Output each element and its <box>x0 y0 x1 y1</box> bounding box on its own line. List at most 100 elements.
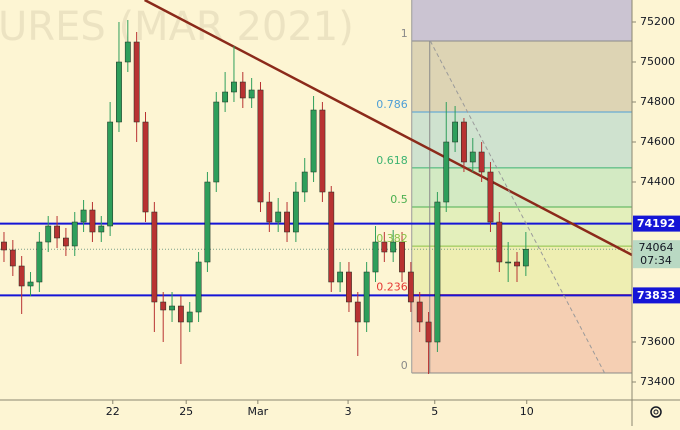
fib-level-label: 0.786 <box>376 98 408 111</box>
y-tick-label: 74600 <box>640 135 675 148</box>
labels-layer: 1 0.786 0.618 0.5 0.382 0.236 0 74192 73833 74064… <box>376 27 680 372</box>
lines-layer <box>0 0 633 374</box>
candle-body <box>248 89 255 99</box>
candle-body <box>337 271 344 283</box>
candle-body <box>195 261 202 313</box>
trend-line <box>144 0 633 257</box>
fib-zone <box>411 294 632 373</box>
candle-body <box>160 301 167 311</box>
x-tick-label: Mar <box>247 405 268 418</box>
fib-level-label: 0.382 <box>376 232 408 245</box>
candle-body <box>186 311 193 323</box>
price-label: 73833 <box>637 289 675 302</box>
candle-body <box>257 89 264 203</box>
fib-level-label: 0 <box>401 359 408 372</box>
candle-body <box>505 261 512 264</box>
candle-body <box>328 191 335 283</box>
candle-body <box>514 261 520 267</box>
last-price-label: 74064 <box>639 241 674 254</box>
candle-body <box>310 109 317 173</box>
candle-body <box>169 305 175 311</box>
axis-layer: 73400 73600 74400 74600 74800 75000 75200 22 25 M… <box>106 15 675 418</box>
fib-level-label: 0.5 <box>390 193 408 206</box>
fib-level-label: 0.618 <box>376 154 408 167</box>
candle-body <box>45 225 52 243</box>
settings-icon[interactable] <box>650 406 662 418</box>
candle-body <box>266 201 273 223</box>
candle-body <box>301 171 308 193</box>
price-label-box <box>633 215 680 232</box>
y-tick-label: 73400 <box>640 375 675 388</box>
x-tick-label: 22 <box>106 405 120 418</box>
candle-body <box>496 221 503 263</box>
countdown-label: 07:34 <box>640 254 672 267</box>
fib-level-label: 1 <box>401 27 408 40</box>
fib-zone <box>411 0 632 41</box>
candle-body <box>284 211 290 233</box>
candle-body <box>399 241 405 273</box>
candle-body <box>416 301 423 323</box>
price-label: 74192 <box>637 217 675 230</box>
y-tick-label: 75200 <box>640 15 675 28</box>
candle-body <box>443 141 450 203</box>
last-price-box <box>633 240 680 269</box>
candle-body <box>319 109 326 193</box>
candle-body <box>292 191 299 233</box>
candle-body <box>177 305 184 323</box>
fib-zone <box>411 41 632 113</box>
x-tick-label: 3 <box>345 405 352 418</box>
candle-body <box>346 271 352 303</box>
candle-body <box>372 241 379 273</box>
candle-body <box>461 121 467 163</box>
candle-body <box>107 121 114 227</box>
x-tick-label: 5 <box>431 405 438 418</box>
candle-body <box>390 241 397 253</box>
candle-body <box>27 281 34 287</box>
x-tick-label: 25 <box>179 405 193 418</box>
candle-body <box>151 211 158 303</box>
candle-body <box>522 248 529 267</box>
candle-body <box>124 41 131 63</box>
candle-body <box>71 221 78 247</box>
candle-body <box>425 321 432 343</box>
candle-body <box>487 171 494 223</box>
candle-body <box>354 301 361 323</box>
candles-layer <box>1 20 529 374</box>
candle-body <box>98 225 105 233</box>
candle-body <box>363 271 370 323</box>
candle-body <box>231 81 237 93</box>
y-tick-label: 73600 <box>640 335 675 348</box>
candle-body <box>62 237 69 247</box>
candle-body <box>142 121 149 213</box>
candle-body <box>133 41 140 123</box>
candle-body <box>18 265 25 287</box>
fib-zone <box>411 246 632 295</box>
candle-body <box>478 151 485 173</box>
candle-body <box>222 91 229 103</box>
watermark: URES (MAR 2021) <box>0 4 354 50</box>
candle-body <box>213 101 220 183</box>
gear[interactable] <box>650 406 662 418</box>
fib-layer <box>411 0 632 374</box>
candle-body <box>469 151 476 163</box>
candle-body <box>452 121 458 143</box>
candle-body <box>9 249 16 267</box>
candle-body <box>1 241 7 251</box>
candle-body <box>54 225 60 239</box>
y-tick-label: 74800 <box>640 95 675 108</box>
gear-hub[interactable] <box>653 409 659 415</box>
candle-body <box>116 61 122 123</box>
candle-body <box>80 209 87 223</box>
fib-level-label: 0.236 <box>376 281 408 294</box>
candle-body <box>239 81 246 99</box>
candle-body <box>381 241 388 253</box>
price-label-box <box>633 287 680 304</box>
x-tick-label: 10 <box>520 405 534 418</box>
candle-body <box>204 181 211 263</box>
candle-body <box>36 241 43 283</box>
candle-body <box>434 201 441 343</box>
candle-body <box>275 211 282 223</box>
y-tick-label: 74400 <box>640 175 675 188</box>
